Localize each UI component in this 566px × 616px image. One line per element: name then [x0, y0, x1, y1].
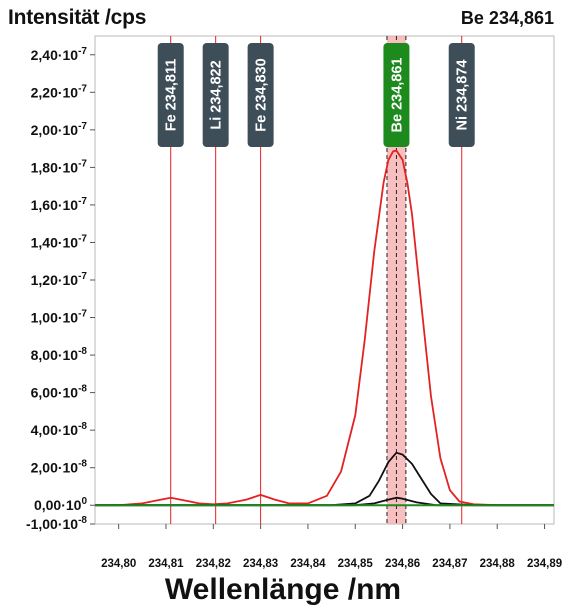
element-tag-label-0: Fe 234,811 — [164, 59, 180, 132]
element-tag-box-3 — [383, 43, 410, 147]
y-tick-label-10: 4,00·10-8 — [31, 421, 88, 438]
x-tick-label-8: 234,88 — [480, 558, 516, 570]
x-tick-label-1: 234,81 — [148, 558, 184, 570]
y-tick-label-0: 2,40·10-7 — [31, 46, 88, 63]
x-tick-label-5: 234,85 — [338, 558, 374, 570]
y-tick-label-3: 1,80·10-7 — [31, 158, 88, 175]
y-tick-label-12: 0,00·100 — [34, 496, 87, 513]
y-tick-label-5: 1,40·10-7 — [31, 233, 88, 250]
element-tag-0: Fe 234,811 — [157, 43, 184, 147]
element-tag-box-1 — [202, 43, 229, 147]
element-tag-label-2: Fe 234,830 — [254, 58, 270, 131]
x-tick-label-3: 234,83 — [243, 558, 278, 570]
x-tick-label-4: 234,84 — [290, 558, 326, 570]
element-tag-box-4 — [448, 43, 475, 147]
element-tag-label-3: Be 234,861 — [389, 58, 405, 133]
y-tick-label-9: 6,00·10-8 — [31, 384, 88, 401]
x-tick-label-6: 234,86 — [385, 558, 420, 570]
y-tick-label-4: 1,60·10-7 — [31, 196, 88, 213]
element-tag-4: Ni 234,874 — [448, 43, 475, 147]
x-tick-label-9: 234,89 — [527, 558, 562, 570]
series-line-1 — [95, 451, 554, 507]
y-tick-label-7: 1,00·10-7 — [31, 309, 88, 326]
x-tick-label-7: 234,87 — [432, 558, 467, 570]
y-tick-label-2: 2,00·10-7 — [31, 121, 88, 138]
y-tick-label-1: 2,20·10-7 — [31, 83, 88, 100]
element-tag-box-2 — [247, 43, 274, 147]
y-tick-label-13: -1,00·10-8 — [26, 515, 87, 532]
element-line-label: Be 234,861 — [460, 8, 554, 28]
x-tick-label-0: 234,80 — [101, 558, 136, 570]
y-tick-label-11: 2,00·10-8 — [31, 459, 88, 476]
element-tag-label-4: Ni 234,874 — [455, 60, 471, 131]
element-tag-label-1: Li 234,822 — [209, 60, 225, 129]
series-line-0 — [95, 149, 554, 507]
element-tag-1: Li 234,822 — [202, 43, 229, 147]
element-tag-2: Fe 234,830 — [247, 43, 274, 147]
x-tick-label-2: 234,82 — [196, 558, 231, 570]
element-tag-box-0 — [157, 43, 184, 147]
x-axis-title: Wellenlänge /nm — [164, 573, 402, 606]
element-tag-3: Be 234,861 — [383, 43, 410, 147]
y-tick-label-6: 1,20·10-7 — [31, 271, 88, 288]
y-axis-title: Intensität /cps — [8, 6, 147, 29]
y-tick-label-8: 8,00·10-8 — [31, 346, 88, 363]
